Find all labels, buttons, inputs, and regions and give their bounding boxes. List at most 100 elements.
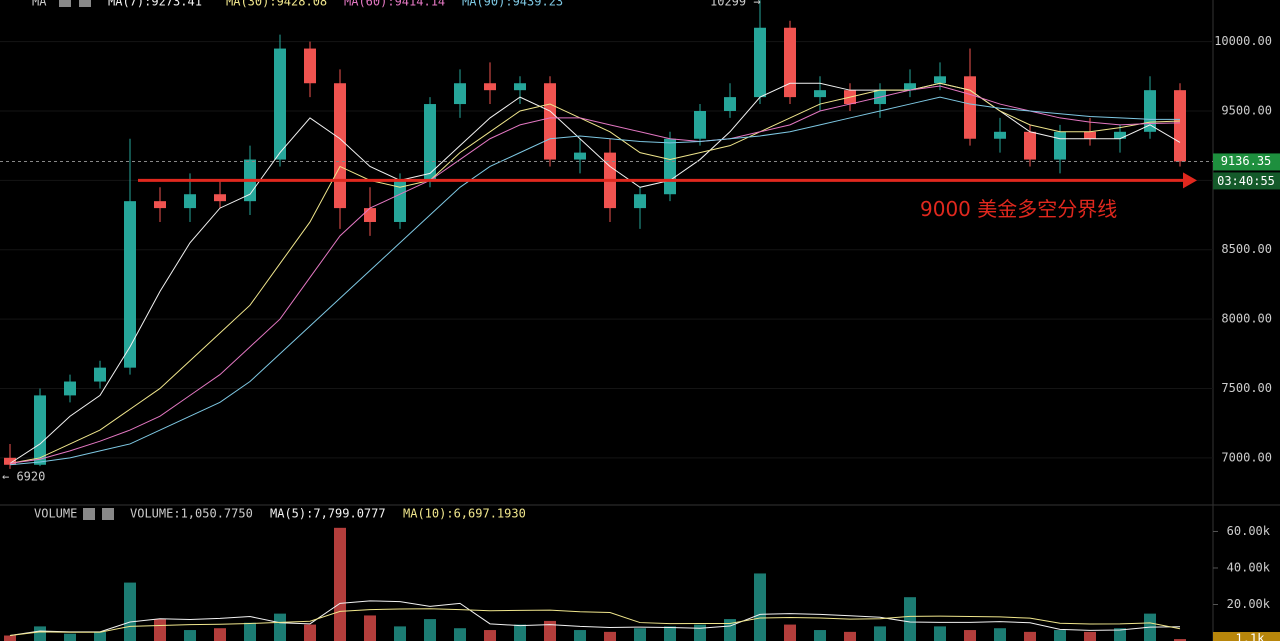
candle-body [964, 76, 976, 139]
candle-body [1024, 131, 1036, 160]
high-label: 10299 → [710, 0, 761, 9]
settings-icon[interactable] [59, 0, 71, 7]
legend-label: VOLUME [34, 507, 77, 521]
y-tick-label: 8500.00 [1221, 242, 1272, 256]
candle-body [724, 97, 736, 111]
y-tick-label: 9500.00 [1221, 103, 1272, 117]
candle-body [754, 27, 766, 98]
countdown-label: 03:40:55 [1217, 174, 1275, 188]
legend-entry: MA(30):9428.08 [226, 0, 327, 9]
volume-bar [874, 626, 886, 641]
candle-body [694, 110, 706, 139]
y-tick-label: 40.00k [1227, 560, 1271, 574]
volume-bar [154, 619, 166, 641]
candle-body [814, 90, 826, 98]
volume-bar [664, 626, 676, 641]
volume-bar [934, 626, 946, 641]
candle-body [274, 48, 286, 160]
volume-bar [604, 631, 616, 641]
volume-bar [184, 630, 196, 641]
volume-tag [1213, 632, 1280, 641]
volume-bar [4, 635, 16, 641]
volume-bar [244, 622, 256, 641]
volume-bar [844, 631, 856, 641]
volume-bar [964, 630, 976, 641]
legend-entry: MA(7):9273.41 [108, 0, 202, 9]
candle-body [544, 83, 556, 160]
volume-bar [514, 624, 526, 641]
volume-bar [544, 620, 556, 641]
candle-body [4, 457, 16, 465]
volume-bar [1084, 631, 1096, 641]
volume-bar [334, 527, 346, 641]
y-tick-label: 8000.00 [1221, 312, 1272, 326]
candle-body [934, 76, 946, 84]
y-tick-label: 20.00k [1227, 597, 1271, 611]
low-label: ← 6920 [2, 469, 45, 483]
candle-body [634, 194, 646, 209]
candle-body [574, 152, 586, 160]
volume-bar [94, 631, 106, 641]
candle-body [784, 27, 796, 98]
y-tick-label: 10000.00 [1214, 34, 1272, 48]
legend-entry: MA(60):9414.14 [344, 0, 445, 9]
candle-body [34, 395, 46, 465]
y-tick-label: 60.00k [1227, 524, 1271, 538]
price-tag-label: 9136.35 [1221, 154, 1272, 168]
volume-ma-line [9, 600, 1181, 637]
settings-icon[interactable] [83, 508, 95, 520]
reference-arrow [1183, 172, 1197, 189]
volume-ma-line [9, 608, 1181, 637]
volume-bar [424, 619, 436, 641]
volume-bar [904, 597, 916, 641]
candle-body [664, 138, 676, 195]
volume-bar [694, 624, 706, 641]
volume-bar [1024, 631, 1036, 641]
close-icon[interactable] [102, 508, 114, 520]
candle-body [364, 208, 376, 222]
candle-body [514, 83, 526, 91]
volume-tag-label: 1.1k [1236, 632, 1266, 641]
volume-bar [454, 628, 466, 641]
candle-body [1174, 90, 1186, 162]
candle-body [1084, 131, 1096, 139]
volume-bar [364, 615, 376, 641]
volume-bar [484, 630, 496, 641]
candle-body [334, 83, 346, 209]
legend-label: MA [32, 0, 47, 9]
legend-entry: MA(5):7,799.0777 [270, 507, 386, 521]
volume-bar [304, 624, 316, 641]
candle-body [304, 48, 316, 84]
candle-body [154, 201, 166, 209]
volume-bar [34, 626, 46, 641]
price-tag [1213, 153, 1280, 171]
ma-line [9, 85, 1181, 464]
countdown-tag [1213, 172, 1280, 190]
candle-body [394, 180, 406, 222]
candle-body [904, 83, 916, 91]
volume-bar [1054, 630, 1066, 641]
y-tick-label: 7000.00 [1221, 450, 1272, 464]
candle-body [994, 131, 1006, 139]
candle-body [184, 194, 196, 209]
ma-line [9, 82, 1181, 464]
ma-line [9, 96, 1181, 466]
volume-bar [574, 630, 586, 641]
candle-body [214, 194, 226, 202]
candle-body [94, 367, 106, 382]
candle-body [454, 83, 466, 105]
volume-bar [394, 626, 406, 641]
legend-entry: MA(90):9439.23 [462, 0, 563, 9]
candle-body [484, 83, 496, 91]
volume-bar [814, 630, 826, 641]
legend-entry: VOLUME:1,050.7750 [130, 507, 253, 521]
volume-bar [1114, 628, 1126, 641]
volume-bar [274, 613, 286, 641]
volume-bar [754, 573, 766, 641]
volume-bar [994, 628, 1006, 641]
close-icon[interactable] [79, 0, 91, 7]
candle-body [124, 201, 136, 368]
candle-body [1114, 131, 1126, 139]
